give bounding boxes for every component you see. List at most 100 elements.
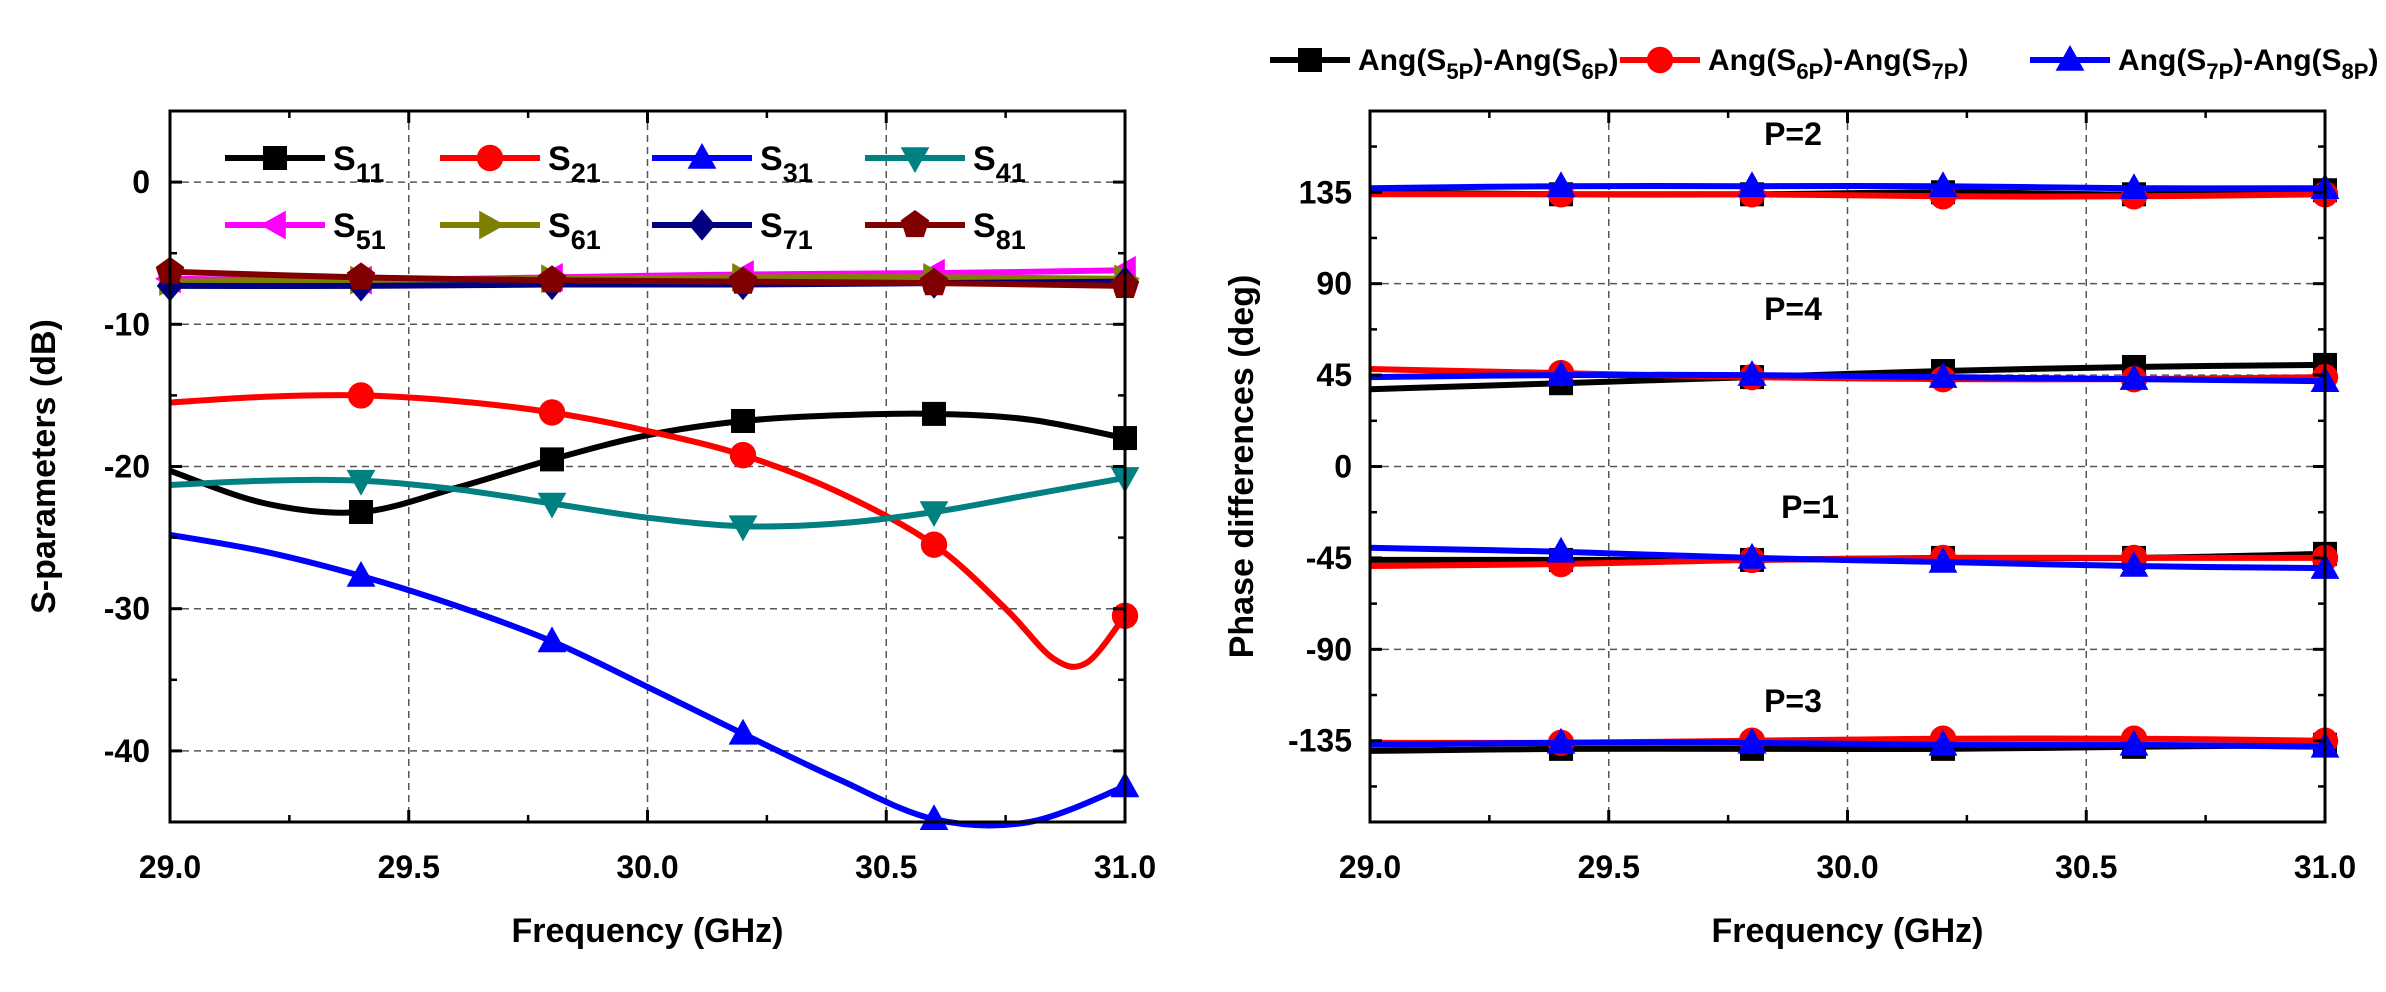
series-S11 xyxy=(169,401,1137,525)
marker-S21 xyxy=(538,399,566,426)
marker-Ang(S7P)-Ang(S8P) xyxy=(1737,727,1767,754)
marker-S11 xyxy=(922,401,946,426)
left-series xyxy=(155,255,1140,830)
left-y-tick-label: -20 xyxy=(104,449,150,485)
marker-Ang(S7P)-Ang(S8P) xyxy=(2119,551,2149,577)
marker-Ang(S7P)-Ang(S8P) xyxy=(1928,171,1958,197)
marker-Ang(S7P)-Ang(S8P) xyxy=(1928,362,1958,388)
legend-label-Ang(S7P)-Ang(S8P): Ang(S7P)-Ang(S8P) xyxy=(2118,44,2378,84)
marker-Ang(S7P)-Ang(S8P) xyxy=(1737,360,1767,386)
left-x-tick-label: 30.5 xyxy=(855,849,917,885)
legend-marker xyxy=(1646,46,1674,74)
left-y-tick-label: -40 xyxy=(104,733,150,769)
marker-Ang(S7P)-Ang(S8P) xyxy=(1737,542,1767,569)
left-y-tick-label: 0 xyxy=(132,164,150,200)
legend-marker xyxy=(1298,48,1322,72)
legend-item-S51: S51 xyxy=(225,207,386,255)
legend-item-S81: S81 xyxy=(865,207,1026,255)
right-y-tick-label: -45 xyxy=(1306,540,1352,576)
legend-item-Ang(S7P)-Ang(S8P): Ang(S7P)-Ang(S8P) xyxy=(2030,44,2378,84)
left-x-tick-label: 29.0 xyxy=(139,849,201,885)
legend-label-S41: S41 xyxy=(973,140,1026,188)
right-x-axis-title: Frequency (GHz) xyxy=(1711,912,1983,950)
marker-S21 xyxy=(729,441,757,469)
marker-Ang(S7P)-Ang(S8P) xyxy=(1546,360,1576,386)
right-y-tick-label: 45 xyxy=(1316,357,1352,393)
series-S21 xyxy=(169,382,1139,670)
left-grid xyxy=(170,111,1125,822)
right-annotations: P=2 P=4 P=1 P=3 xyxy=(1764,116,1839,719)
legend-label-S21: S21 xyxy=(548,140,601,188)
annotation-P-4: P=4 xyxy=(1764,291,1822,327)
right-y-tick-label: 90 xyxy=(1316,266,1352,302)
legend-marker-S81 xyxy=(900,210,930,238)
right-legend: Ang(S5P)-Ang(S6P) Ang(S6P)-Ang(S7P) Ang(S7… xyxy=(1270,44,2378,84)
legend-item-S41: S41 xyxy=(865,140,1026,188)
line-S41 xyxy=(169,474,1126,530)
legend-marker-S51 xyxy=(260,210,286,240)
legend-marker-S61 xyxy=(479,210,505,240)
marker-S41 xyxy=(346,469,376,496)
marker-Ang(S7P)-Ang(S8P) xyxy=(1546,171,1576,197)
line-S81 xyxy=(169,268,1126,289)
annotation-P-3: P=3 xyxy=(1764,683,1822,719)
marker-S11 xyxy=(731,408,755,433)
annotation-P-1: P=1 xyxy=(1781,489,1839,525)
right-x-tick-label: 31.0 xyxy=(2294,849,2356,885)
series-S81 xyxy=(155,256,1140,298)
line-Ang(S7P)-Ang(S8P) xyxy=(1369,739,2326,750)
legend-item-S61: S61 xyxy=(440,207,601,255)
marker-S21 xyxy=(920,531,948,558)
left-y-tick-label: -10 xyxy=(104,306,150,342)
line-S31 xyxy=(169,531,1127,829)
marker-S81 xyxy=(537,265,567,293)
right-y-tick-label: 135 xyxy=(1299,174,1352,210)
marker-S31 xyxy=(728,718,758,745)
right-ticks: 29.0 29.5 30.0 30.5 31.0 135 90 45 0 -45 -90 -135 xyxy=(1288,111,2356,885)
left-y-tick-label: -30 xyxy=(104,591,150,627)
legend-label-S51: S51 xyxy=(333,207,386,255)
right-y-axis-title: Phase differences (deg) xyxy=(1223,275,1261,659)
legend-marker-S31 xyxy=(687,143,717,169)
right-x-tick-label: 30.5 xyxy=(2055,849,2117,885)
legend-item-S31: S31 xyxy=(652,140,813,188)
legend-item-S11: S11 xyxy=(225,140,384,188)
marker-Ang(S7P)-Ang(S8P) xyxy=(1546,727,1576,754)
legend-label-S11: S11 xyxy=(333,140,384,188)
marker-S21 xyxy=(347,382,375,409)
legend-label-S81: S81 xyxy=(973,207,1026,255)
legend-item-S21: S21 xyxy=(440,140,601,188)
legend-marker-S41 xyxy=(900,147,930,173)
line-S11 xyxy=(169,410,1126,516)
legend-label-S71: S71 xyxy=(760,207,813,255)
marker-S81 xyxy=(919,268,949,296)
legend-label-Ang(S6P)-Ang(S7P): Ang(S6P)-Ang(S7P) xyxy=(1708,44,1968,84)
legend-marker-S11 xyxy=(263,146,287,170)
line-Ang(S7P)-Ang(S8P) xyxy=(1369,183,2326,192)
right-y-tick-label: 0 xyxy=(1334,449,1352,485)
marker-S31 xyxy=(346,561,376,587)
line-Ang(S7P)-Ang(S8P) xyxy=(1369,544,2326,572)
line-S61 xyxy=(169,274,1126,285)
legend-item-Ang(S6P)-Ang(S7P): Ang(S6P)-Ang(S7P) xyxy=(1620,44,1968,84)
marker-S31 xyxy=(919,804,949,830)
legend-marker xyxy=(2055,45,2085,71)
marker-Ang(S7P)-Ang(S8P) xyxy=(2119,729,2149,756)
marker-S81 xyxy=(346,262,376,290)
annotation-P-2: P=2 xyxy=(1764,116,1822,152)
line-Ang(S6P)-Ang(S7P) xyxy=(1370,191,2326,200)
marker-Ang(S7P)-Ang(S8P) xyxy=(1928,547,1958,573)
right-x-tick-label: 29.5 xyxy=(1578,849,1640,885)
left-x-tick-label: 29.5 xyxy=(378,849,440,885)
right-series xyxy=(1369,171,2340,761)
marker-Ang(S7P)-Ang(S8P) xyxy=(1546,536,1576,563)
legend-label-S31: S31 xyxy=(760,140,813,188)
marker-S81 xyxy=(728,266,758,294)
legend-marker-S71 xyxy=(688,209,716,241)
marker-S41 xyxy=(919,501,949,527)
marker-Ang(S7P)-Ang(S8P) xyxy=(1928,729,1958,756)
s-parameters-chart: S11 S21 S31 S41 S51 S61 S71 S81 29.0 29.5 30.0 30.… xyxy=(25,109,1156,950)
left-x-axis-title: Frequency (GHz) xyxy=(511,912,783,950)
left-x-tick-label: 30.0 xyxy=(616,849,678,885)
